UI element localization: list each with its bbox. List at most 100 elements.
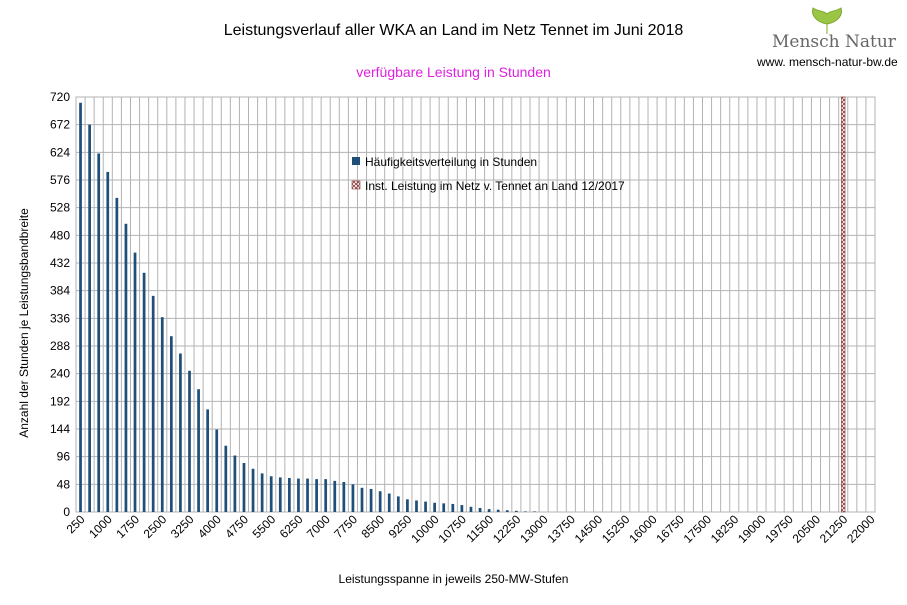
x-tick-label: 10750 (436, 512, 470, 546)
y-tick-label: 528 (50, 201, 70, 215)
ginkgo-leaf-icon (812, 7, 842, 34)
logo-url: www. mensch-natur-bw.de (757, 55, 898, 69)
legend-label-installed: Inst. Leistung im Netz v. Tennet an Land… (365, 179, 625, 193)
bar (451, 503, 455, 512)
x-tick-label: 16750 (653, 512, 687, 546)
bar (124, 223, 128, 513)
bar (179, 353, 182, 512)
x-tick-label: 10000 (408, 512, 442, 546)
bar (133, 252, 137, 512)
x-tick-label: 7750 (331, 512, 360, 541)
y-axis-ticks: 0 48 96 144 192 240 288 336 384 432 480 528 576 624 67… (50, 90, 70, 519)
x-tick-label: 13750 (544, 512, 578, 546)
legend: Häufigkeitsverteilung in Stunden Inst. Le… (351, 155, 625, 193)
x-tick-label: 13000 (517, 512, 551, 546)
bar (324, 479, 328, 512)
bar (224, 445, 228, 512)
y-tick-label: 48 (57, 477, 71, 491)
x-tick-label: 4750 (222, 512, 251, 541)
bar (215, 429, 219, 512)
bar (269, 476, 273, 512)
bar (260, 473, 264, 512)
x-tick-label: 15250 (599, 512, 633, 546)
bar (415, 500, 418, 512)
bar (160, 317, 164, 512)
bar (206, 409, 210, 512)
bar (142, 272, 146, 512)
bar (369, 488, 373, 512)
bar (233, 455, 237, 512)
x-tick-label: 1000 (86, 512, 115, 541)
bar (106, 171, 110, 513)
bar (387, 493, 391, 512)
x-tick-label: 6250 (277, 512, 306, 541)
x-tick-label: 7000 (304, 512, 333, 541)
x-tick-label: 17500 (681, 512, 715, 546)
y-tick-label: 288 (50, 339, 70, 353)
y-tick-label: 576 (50, 173, 70, 187)
y-tick-label: 480 (50, 228, 70, 242)
x-tick-label: 4000 (195, 512, 224, 541)
bar (297, 478, 300, 512)
grid-lines (75, 96, 876, 513)
bar (524, 511, 527, 512)
bar (433, 502, 437, 512)
bar (360, 487, 364, 512)
bar (278, 477, 282, 512)
bar (115, 197, 119, 513)
bar (406, 499, 409, 512)
bar (197, 389, 200, 512)
x-tick-label: 18250 (708, 512, 742, 546)
plot-area (75, 96, 876, 513)
bar (351, 484, 355, 512)
bar (79, 102, 82, 512)
bar (396, 496, 400, 512)
x-tick-label: 3250 (168, 512, 197, 541)
bar (442, 503, 446, 512)
bar (505, 510, 509, 512)
legend-swatch-installed (351, 180, 361, 190)
bar (151, 295, 155, 512)
logo-name: Mensch Natur (772, 32, 896, 52)
x-tick-label: 12250 (490, 512, 524, 546)
x-tick-label: 22000 (844, 512, 878, 546)
x-tick-label: 19000 (735, 512, 769, 546)
chart-subtitle: verfügbare Leistung in Stunden (356, 64, 551, 80)
y-tick-label: 384 (50, 284, 70, 298)
x-tick-label: 8500 (359, 512, 388, 541)
bar-installed-capacity (841, 96, 846, 513)
y-tick-label: 432 (50, 256, 70, 270)
bar (306, 478, 309, 512)
y-tick-label: 240 (50, 367, 70, 381)
bar (251, 468, 255, 512)
bar (460, 505, 464, 512)
x-tick-label: 1750 (113, 512, 142, 541)
y-tick-label: 144 (50, 422, 70, 436)
y-tick-label: 624 (50, 145, 70, 159)
legend-label-frequency: Häufigkeitsverteilung in Stunden (365, 155, 537, 169)
y-tick-label: 336 (50, 311, 70, 325)
bar (315, 479, 318, 512)
bar (487, 509, 491, 512)
bar (242, 463, 246, 512)
y-tick-label: 672 (50, 118, 70, 132)
x-axis-label: Leistungsspanne in jeweils 250-MW-Stufen (338, 572, 569, 586)
y-tick-label: 96 (57, 450, 71, 464)
bar (97, 153, 101, 512)
legend-swatch-frequency (352, 157, 360, 165)
bar (188, 370, 191, 512)
bar (514, 510, 518, 512)
x-tick-label: 20500 (790, 512, 824, 546)
bar (333, 480, 337, 512)
bar (496, 509, 500, 512)
bar (378, 491, 382, 512)
y-tick-label: 720 (50, 90, 70, 104)
brand-logo: Mensch Natur www. mensch-natur-bw.de (752, 6, 902, 70)
bar (88, 124, 91, 513)
y-tick-label: 192 (50, 394, 70, 408)
x-tick-label: 2500 (141, 512, 170, 541)
x-tick-label: 5500 (250, 512, 279, 541)
x-tick-label: 16000 (626, 512, 660, 546)
bar (342, 482, 346, 512)
